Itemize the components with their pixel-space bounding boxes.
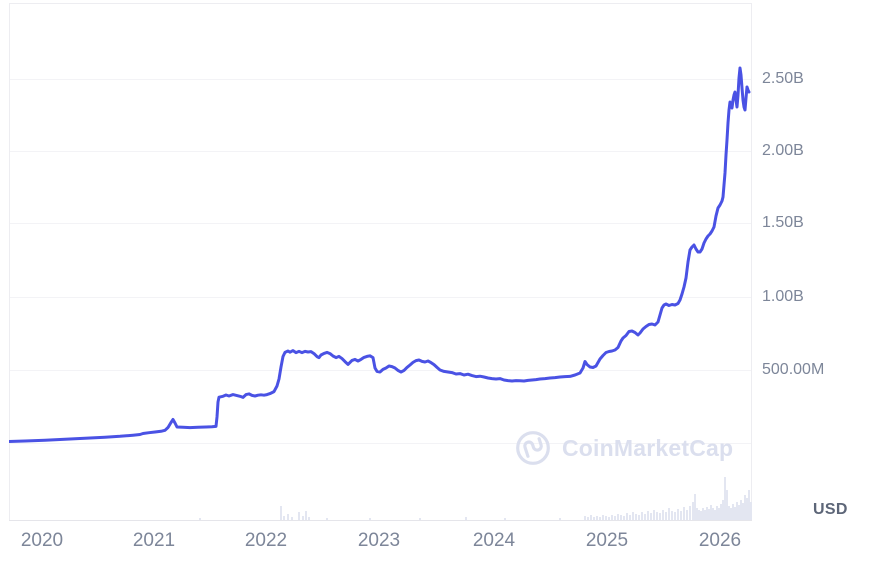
volume-bar xyxy=(419,518,421,520)
volume-bar xyxy=(734,507,736,520)
volume-bar xyxy=(504,518,506,520)
volume-bar xyxy=(605,516,607,520)
volume-bar xyxy=(744,495,746,520)
volume-bar xyxy=(656,512,658,520)
volume-bar xyxy=(623,516,625,520)
volume-bar xyxy=(708,509,710,520)
volume-bar xyxy=(326,518,328,520)
volume-bar xyxy=(593,517,595,520)
x-axis-label: 2026 xyxy=(698,530,742,551)
volume-bar xyxy=(712,508,714,520)
volume-bar xyxy=(641,512,643,520)
currency-label: USD xyxy=(813,501,848,518)
volume-bar xyxy=(750,502,752,520)
volume-bar xyxy=(665,512,667,520)
volume-bar xyxy=(738,505,740,520)
volume-bar xyxy=(698,510,700,520)
volume-bar xyxy=(590,515,592,520)
volume-bar xyxy=(677,509,679,520)
volume-bar xyxy=(662,510,664,520)
volume-bar xyxy=(611,515,613,520)
x-axis-label: 2021 xyxy=(132,530,176,551)
volume-bar xyxy=(700,511,702,520)
x-axis-label: 2023 xyxy=(357,530,401,551)
volume-bar xyxy=(702,508,704,520)
volume-bar xyxy=(714,510,716,520)
volume-bar xyxy=(671,511,673,520)
chart-plot-area[interactable] xyxy=(9,3,752,521)
volume-bar xyxy=(635,514,637,520)
volume-bar xyxy=(608,517,610,520)
volume-bar xyxy=(694,494,696,520)
volume-bar xyxy=(724,477,726,520)
volume-bar xyxy=(680,511,682,520)
volume-bar xyxy=(614,516,616,520)
volume-bar xyxy=(587,517,589,520)
volume-bar xyxy=(718,508,720,520)
volume-bar xyxy=(748,490,750,520)
volume-bar xyxy=(291,517,293,520)
volume-bar xyxy=(696,508,698,520)
volume-bar xyxy=(308,517,310,520)
volume-bar xyxy=(596,516,598,520)
volume-bar xyxy=(629,515,631,520)
volume-bar xyxy=(620,515,622,520)
volume-bar xyxy=(686,510,688,520)
x-axis-label: 2022 xyxy=(244,530,288,551)
volume-bar xyxy=(584,516,586,520)
volume-bar xyxy=(626,513,628,520)
volume-bar xyxy=(746,498,748,520)
volume-bar xyxy=(659,513,661,520)
volume-bar xyxy=(647,511,649,520)
volume-bar xyxy=(732,504,734,520)
volume-bar xyxy=(720,504,722,520)
volume-bar xyxy=(287,514,289,520)
volume-bar xyxy=(683,507,685,520)
volume-bar xyxy=(465,517,467,520)
volume-bar xyxy=(302,516,304,520)
y-axis-label: 2.50B xyxy=(762,70,804,87)
volume-bar xyxy=(305,511,307,520)
volume-bar xyxy=(726,490,728,520)
y-axis-label: 2.00B xyxy=(762,142,804,159)
market-cap-line xyxy=(9,66,751,443)
volume-bar xyxy=(653,510,655,520)
volume-bar xyxy=(674,512,676,520)
volume-bar xyxy=(706,507,708,520)
volume-bar xyxy=(559,518,561,520)
volume-bar xyxy=(710,505,712,520)
volume-bar xyxy=(730,508,732,520)
volume-bar xyxy=(280,506,282,520)
volume-bar xyxy=(199,518,201,520)
y-axis-label: 1.50B xyxy=(762,214,804,231)
volume-bar xyxy=(704,510,706,520)
volume-bar xyxy=(722,500,724,520)
volume-bar xyxy=(602,515,604,520)
volume-bar xyxy=(650,513,652,520)
volume-bar xyxy=(369,518,371,520)
volume-bar xyxy=(740,500,742,520)
volume-bar xyxy=(742,503,744,520)
x-axis-label: 2020 xyxy=(20,530,64,551)
volume-bar xyxy=(689,506,691,520)
volume-bar xyxy=(632,512,634,520)
x-axis-label: 2025 xyxy=(585,530,629,551)
volume-bar xyxy=(599,517,601,520)
volume-bar xyxy=(668,508,670,520)
y-axis-label: 500.00M xyxy=(762,361,825,378)
volume-bar xyxy=(617,514,619,520)
x-axis-label: 2024 xyxy=(472,530,516,551)
y-axis-label: 1.00B xyxy=(762,288,804,305)
volume-bar xyxy=(692,502,694,520)
volume-bar xyxy=(736,502,738,520)
volume-bar xyxy=(638,515,640,520)
volume-bar xyxy=(298,512,300,520)
chart-canvas[interactable] xyxy=(9,3,752,521)
volume-bar xyxy=(716,506,718,520)
volume-bar xyxy=(283,516,285,520)
volume-bar xyxy=(728,506,730,520)
volume-bar xyxy=(644,514,646,520)
